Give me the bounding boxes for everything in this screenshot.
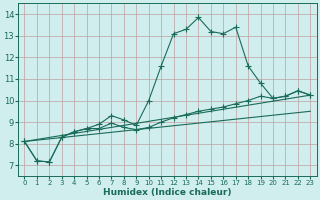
X-axis label: Humidex (Indice chaleur): Humidex (Indice chaleur) bbox=[103, 188, 232, 197]
